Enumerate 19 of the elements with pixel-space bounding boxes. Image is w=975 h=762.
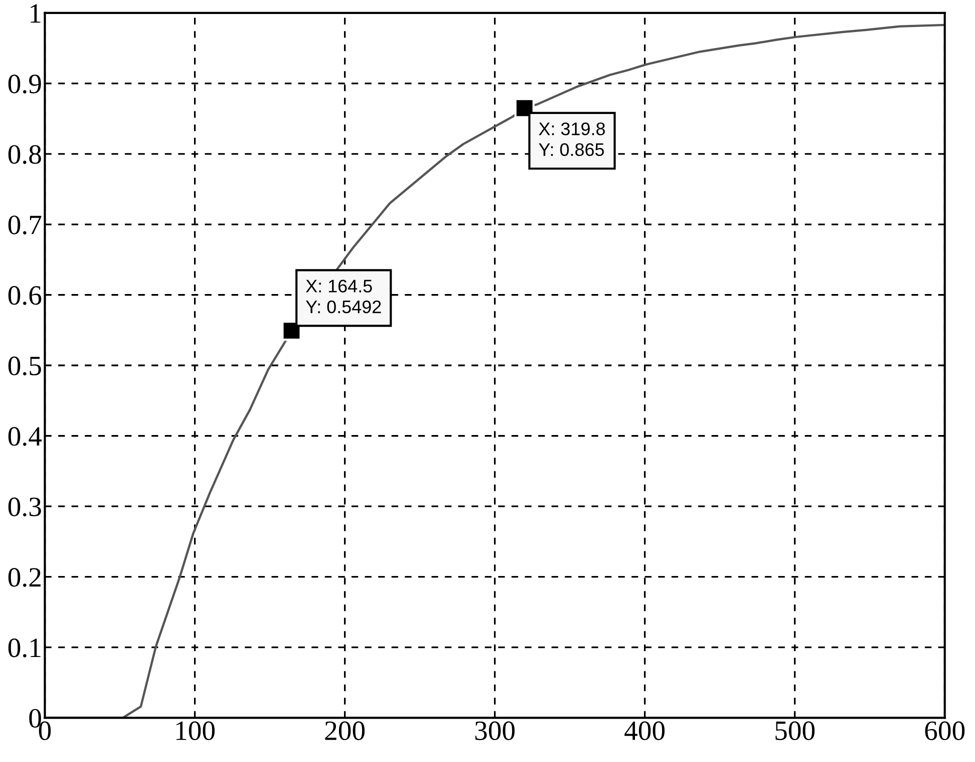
y-tick-label: 0.6 <box>8 286 42 305</box>
y-tick-label: 1 <box>30 4 40 23</box>
y-tick-label: 0 <box>29 708 42 728</box>
y-tick-label: 0.3 <box>8 498 41 516</box>
y-tick-label: 0.2 <box>8 568 41 587</box>
x-tick-label: 400 <box>624 721 665 740</box>
y-tick-label: 0.7 <box>8 216 42 234</box>
x-tick-label: 200 <box>325 721 365 740</box>
y-tick-label: 0.1 <box>8 638 40 658</box>
y-tick-label: 0.4 <box>8 427 42 446</box>
y-tick-label: 0.5 <box>8 356 41 376</box>
x-tick-label: 100 <box>176 721 215 740</box>
annotation: X: 319.8 Y: 0.865 <box>538 122 605 156</box>
x-tick-label: 500 <box>776 721 815 740</box>
x-tick-label: 600 <box>925 721 965 740</box>
y-tick-label: 0.8 <box>8 145 42 164</box>
x-tick-label: 300 <box>475 721 515 740</box>
y-tick-label: 0.9 <box>8 74 41 94</box>
annotation: X: 164.5 Y: 0.5492 <box>306 280 381 314</box>
